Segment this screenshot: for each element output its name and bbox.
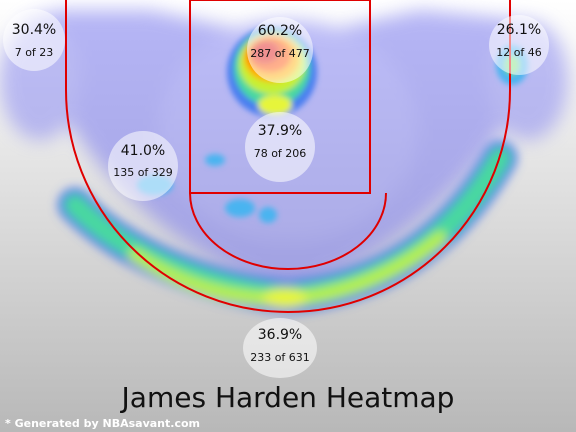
zone-percentage: 41.0% xyxy=(120,143,166,159)
zone-made-of: 287 of 477 xyxy=(250,47,310,60)
zone-mid-range: 41.0% 135 of 329 xyxy=(108,131,178,201)
zone-made-of: 78 of 206 xyxy=(253,147,307,160)
zone-percentage: 60.2% xyxy=(257,23,303,39)
court-lines xyxy=(65,0,511,313)
zone-made-of: 135 of 329 xyxy=(113,166,173,179)
zone-left-corner-three: 30.4% 7 of 23 xyxy=(3,9,65,71)
zone-made-of: 7 of 23 xyxy=(14,46,54,59)
zone-made-of: 233 of 631 xyxy=(250,351,310,364)
zone-percentage: 36.9% xyxy=(257,327,303,343)
credit-text: * Generated by NBAsavant.com xyxy=(5,417,200,430)
heatmap-title: James Harden Heatmap xyxy=(121,381,455,414)
zone-above-break-three: 36.9% 233 of 631 xyxy=(243,318,317,378)
zone-paint-non-ra: 37.9% 78 of 206 xyxy=(245,112,315,182)
zone-made-of: 12 of 46 xyxy=(496,46,542,59)
zone-percentage: 30.4% xyxy=(11,22,57,38)
zone-percentage: 37.9% xyxy=(257,123,303,139)
zone-right-corner-three: 26.1% 12 of 46 xyxy=(489,15,549,75)
arc-band xyxy=(58,141,517,315)
zone-percentage: 26.1% xyxy=(496,22,542,38)
zone-restricted-area: 60.2% 287 of 477 xyxy=(247,17,313,83)
